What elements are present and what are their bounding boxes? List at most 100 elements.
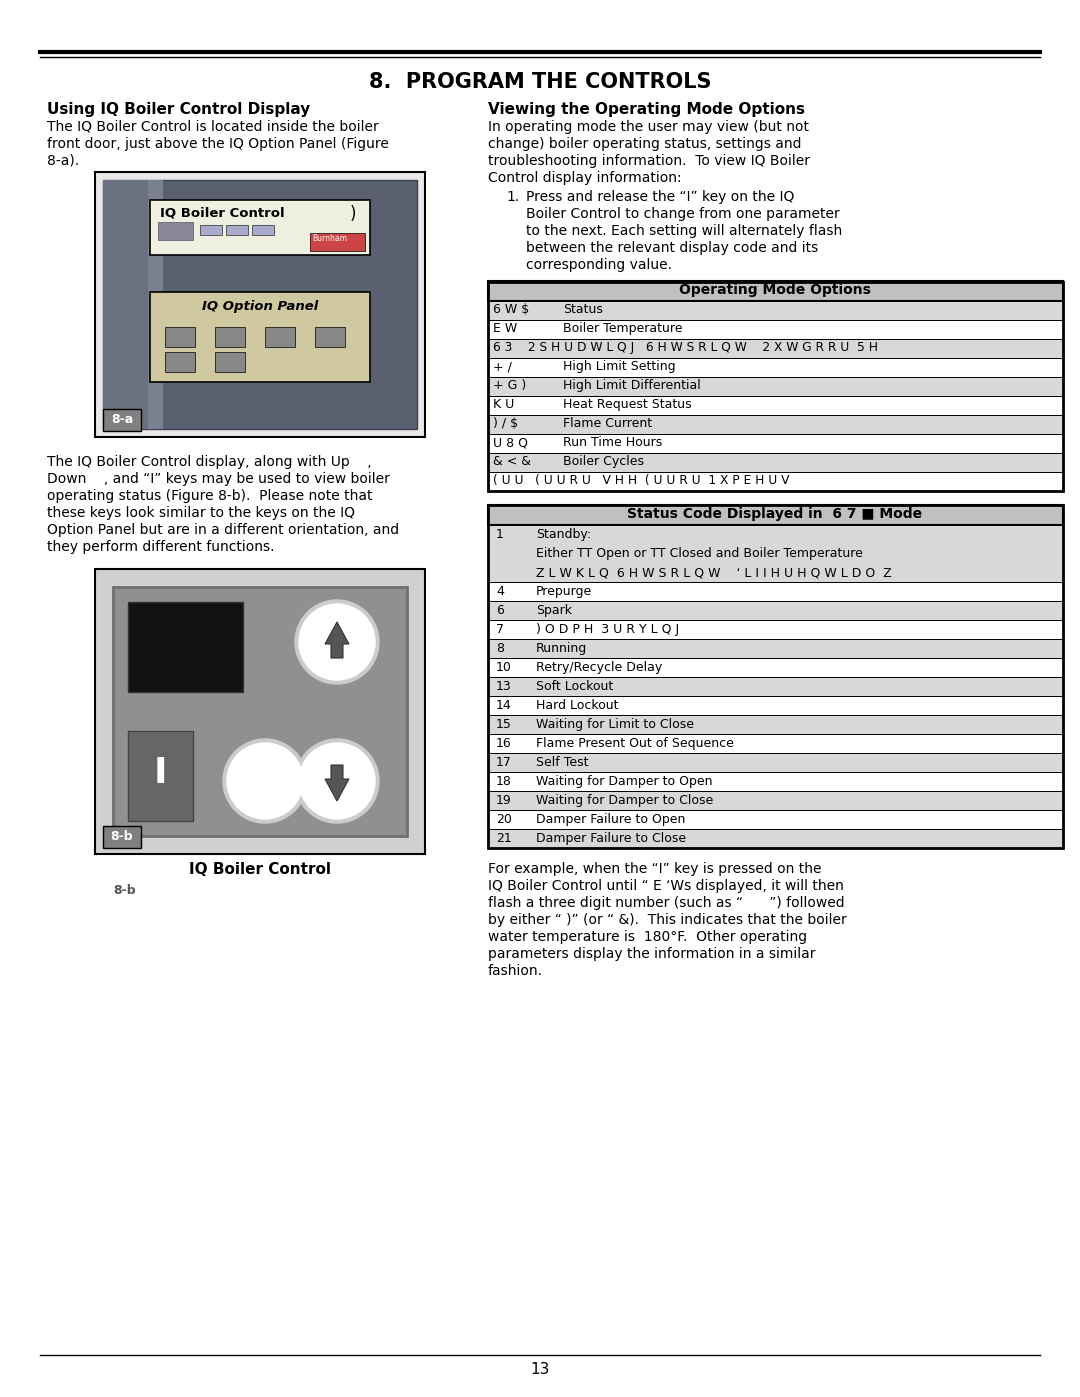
Text: K U: K U bbox=[492, 398, 514, 411]
Bar bbox=[200, 225, 222, 235]
Text: Press and release the “I” key on the IQ: Press and release the “I” key on the IQ bbox=[526, 190, 795, 204]
Text: Hard Lockout: Hard Lockout bbox=[536, 698, 619, 712]
Text: Control display information:: Control display information: bbox=[488, 170, 681, 184]
Text: The IQ Boiler Control is located inside the boiler: The IQ Boiler Control is located inside … bbox=[48, 120, 379, 134]
Text: 8-a: 8-a bbox=[111, 414, 133, 426]
Bar bbox=[488, 281, 1063, 300]
Text: 15: 15 bbox=[496, 718, 512, 731]
Text: Status Code Displayed in  6 7 ■ Mode: Status Code Displayed in 6 7 ■ Mode bbox=[627, 507, 922, 521]
Text: Option Panel but are in a different orientation, and: Option Panel but are in a different orie… bbox=[48, 522, 400, 536]
Bar bbox=[488, 415, 1063, 434]
Text: Damper Failure to Open: Damper Failure to Open bbox=[536, 813, 686, 826]
Bar bbox=[103, 409, 141, 432]
Text: 10: 10 bbox=[496, 661, 512, 673]
Text: Z L W K L Q  6 H W S R L Q W    ‘ L I I H U H Q W L D O  Z: Z L W K L Q 6 H W S R L Q W ‘ L I I H U … bbox=[536, 566, 892, 578]
Text: The IQ Boiler Control display, along with Up    ,: The IQ Boiler Control display, along wit… bbox=[48, 455, 372, 469]
Text: fashion.: fashion. bbox=[488, 964, 543, 978]
Bar bbox=[488, 358, 1063, 377]
Bar bbox=[95, 569, 426, 854]
Text: front door, just above the IQ Option Panel (Figure: front door, just above the IQ Option Pan… bbox=[48, 137, 389, 151]
Text: 1: 1 bbox=[496, 528, 504, 541]
Bar bbox=[488, 583, 1063, 601]
Text: Running: Running bbox=[536, 643, 588, 655]
Text: IQ Boiler Control: IQ Boiler Control bbox=[189, 862, 330, 877]
Text: Waiting for Limit to Close: Waiting for Limit to Close bbox=[536, 718, 694, 731]
Text: 1.: 1. bbox=[507, 190, 519, 204]
Bar bbox=[488, 377, 1063, 395]
Text: 8-b: 8-b bbox=[110, 830, 133, 842]
Text: High Limit Setting: High Limit Setting bbox=[563, 360, 676, 373]
Text: Self Test: Self Test bbox=[536, 756, 589, 768]
Bar bbox=[129, 602, 243, 692]
Bar bbox=[488, 601, 1063, 620]
Bar bbox=[103, 180, 148, 429]
Text: + G ): + G ) bbox=[492, 379, 526, 393]
Text: 6 W $: 6 W $ bbox=[492, 303, 529, 316]
Bar bbox=[488, 753, 1063, 773]
Bar bbox=[252, 225, 274, 235]
Bar bbox=[215, 352, 245, 372]
Text: 7: 7 bbox=[496, 623, 504, 636]
Text: ) O D P H  3 U R Y L Q J: ) O D P H 3 U R Y L Q J bbox=[536, 623, 679, 636]
Bar bbox=[488, 395, 1063, 415]
Bar bbox=[488, 282, 1063, 490]
Bar bbox=[488, 791, 1063, 810]
Polygon shape bbox=[325, 766, 349, 800]
Bar bbox=[150, 200, 370, 256]
Text: Burnham: Burnham bbox=[312, 235, 347, 243]
Bar bbox=[165, 327, 195, 346]
Bar bbox=[488, 525, 1063, 583]
Text: operating status (Figure 8-b).  Please note that: operating status (Figure 8-b). Please no… bbox=[48, 489, 373, 503]
Bar bbox=[488, 638, 1063, 658]
Bar bbox=[488, 733, 1063, 753]
Text: 13: 13 bbox=[496, 680, 512, 693]
Text: ) / $: ) / $ bbox=[492, 416, 518, 430]
Bar bbox=[310, 233, 365, 251]
Text: 8.  PROGRAM THE CONTROLS: 8. PROGRAM THE CONTROLS bbox=[368, 73, 712, 92]
Bar bbox=[150, 292, 370, 381]
Bar bbox=[488, 320, 1063, 339]
Text: Viewing the Operating Mode Options: Viewing the Operating Mode Options bbox=[488, 102, 805, 117]
Bar bbox=[488, 810, 1063, 828]
Bar bbox=[113, 587, 407, 835]
Text: IQ Boiler Control: IQ Boiler Control bbox=[160, 207, 285, 219]
Text: In operating mode the user may view (but not: In operating mode the user may view (but… bbox=[488, 120, 809, 134]
Bar bbox=[488, 504, 1063, 525]
Circle shape bbox=[222, 739, 307, 823]
Circle shape bbox=[299, 743, 375, 819]
Bar bbox=[488, 620, 1063, 638]
Bar bbox=[488, 504, 1063, 848]
Bar bbox=[488, 339, 1063, 358]
Text: they perform different functions.: they perform different functions. bbox=[48, 541, 274, 555]
Text: Heat Request Status: Heat Request Status bbox=[563, 398, 691, 411]
Text: between the relevant display code and its: between the relevant display code and it… bbox=[526, 242, 819, 256]
Circle shape bbox=[227, 743, 303, 819]
Text: troubleshooting information.  To view IQ Boiler: troubleshooting information. To view IQ … bbox=[488, 154, 810, 168]
Text: + /: + / bbox=[492, 360, 512, 373]
Circle shape bbox=[295, 599, 379, 685]
Text: U 8 Q: U 8 Q bbox=[492, 436, 528, 448]
Text: Down    , and “I” keys may be used to view boiler: Down , and “I” keys may be used to view … bbox=[48, 472, 390, 486]
Text: 8-b: 8-b bbox=[113, 884, 136, 897]
Text: 14: 14 bbox=[496, 698, 512, 712]
Text: flash a three digit number (such as “      ”) followed: flash a three digit number (such as “ ”)… bbox=[488, 895, 845, 909]
Text: Spark: Spark bbox=[536, 604, 572, 617]
Circle shape bbox=[295, 739, 379, 823]
Text: corresponding value.: corresponding value. bbox=[526, 258, 672, 272]
Text: 19: 19 bbox=[496, 793, 512, 807]
Text: Using IQ Boiler Control Display: Using IQ Boiler Control Display bbox=[48, 102, 310, 117]
Bar bbox=[488, 434, 1063, 453]
Text: E W: E W bbox=[492, 321, 517, 335]
Bar bbox=[215, 327, 245, 346]
Text: 20: 20 bbox=[496, 813, 512, 826]
Text: I: I bbox=[153, 756, 166, 789]
Text: 18: 18 bbox=[496, 775, 512, 788]
Text: Waiting for Damper to Close: Waiting for Damper to Close bbox=[536, 793, 713, 807]
Bar bbox=[158, 222, 193, 240]
Text: Prepurge: Prepurge bbox=[536, 585, 592, 598]
Bar bbox=[488, 828, 1063, 848]
Bar bbox=[95, 172, 426, 437]
Text: by either “ )” (or “ &).  This indicates that the boiler: by either “ )” (or “ &). This indicates … bbox=[488, 914, 847, 928]
Bar bbox=[165, 352, 195, 372]
Bar bbox=[226, 225, 248, 235]
